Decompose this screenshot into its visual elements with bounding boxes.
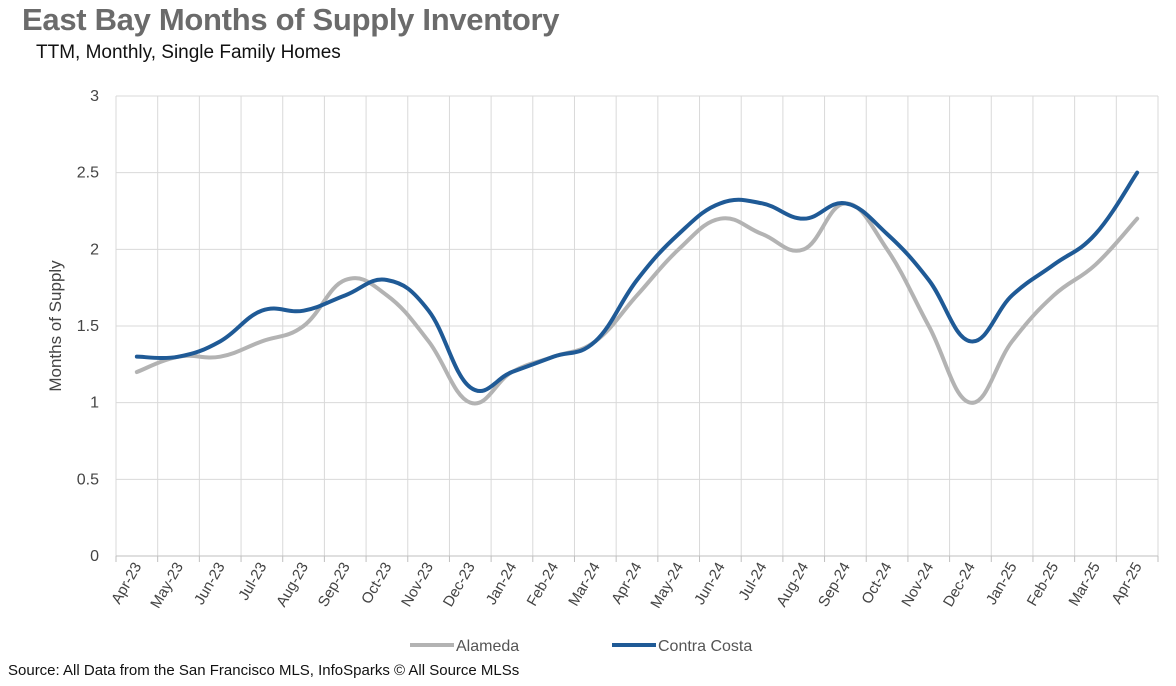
chart-legend: Alameda Contra Costa (410, 638, 752, 655)
x-tick-label: Aug-24 (773, 560, 812, 610)
x-tick-label: Apr-25 (1108, 560, 1145, 607)
x-tick-label: Jul-23 (235, 560, 270, 604)
series-line-contra-costa (134, 170, 1140, 393)
y-axis-label: Months of Supply (46, 260, 65, 392)
x-tick-label: Nov-24 (898, 560, 937, 610)
y-axis-ticks: 0 0.5 1 1.5 2 2.5 3 (77, 88, 99, 565)
y-tick-label: 1.5 (77, 318, 99, 335)
chart-title: East Bay Months of Supply Inventory (22, 2, 560, 37)
y-tick-label: 2.5 (77, 165, 99, 182)
x-tick-label: Jan-24 (483, 560, 521, 608)
x-tick-label: Aug-23 (273, 560, 312, 610)
y-tick-label: 1 (90, 395, 99, 412)
x-tick-label: Mar-24 (565, 560, 603, 610)
x-tick-label: May-23 (147, 560, 187, 612)
y-tick-label: 0.5 (77, 471, 99, 488)
x-tick-label: Feb-24 (524, 560, 562, 610)
x-axis-ticks: Apr-23 May-23 Jun-23 Jul-23 Aug-23 Sep-23 Oct-… (108, 560, 1146, 612)
y-tick-label: 0 (90, 548, 99, 565)
chart-grid (115, 95, 1159, 562)
line-chart: 00.511.522.53 Apr-23 May-23 Jun-23 Jul-23 Au… (46, 88, 1159, 655)
x-tick-label: Jul-24 (735, 560, 770, 604)
x-tick-label: Feb-25 (1024, 560, 1062, 610)
x-tick-label: Jun-23 (191, 560, 229, 608)
legend-label-contra-costa: Contra Costa (658, 638, 752, 655)
x-tick-label: Jun-24 (691, 560, 729, 608)
x-tick-label: Oct-24 (858, 560, 895, 607)
y-tick-label: 2 (90, 241, 99, 258)
x-tick-label: Sep-23 (315, 560, 354, 610)
y-tick-label: 3 (90, 88, 99, 105)
x-tick-label: Apr-23 (108, 560, 145, 607)
x-tick-label: Mar-25 (1065, 560, 1103, 610)
x-tick-label: Oct-23 (358, 560, 395, 607)
chart-series (134, 170, 1140, 406)
x-tick-label: Nov-23 (398, 560, 437, 610)
x-tick-label: Dec-23 (440, 560, 479, 610)
source-note: Source: All Data from the San Francisco … (8, 662, 520, 679)
x-tick-label: May-24 (647, 560, 687, 612)
x-tick-label: Dec-24 (940, 560, 979, 610)
series-line-alameda (134, 201, 1140, 406)
x-tick-label: Jan-25 (983, 560, 1021, 608)
x-tick-label: Apr-24 (608, 560, 645, 607)
chart-subtitle: TTM, Monthly, Single Family Homes (36, 42, 341, 63)
x-tick-label: Sep-24 (815, 560, 854, 610)
legend-label-alameda: Alameda (456, 638, 519, 655)
